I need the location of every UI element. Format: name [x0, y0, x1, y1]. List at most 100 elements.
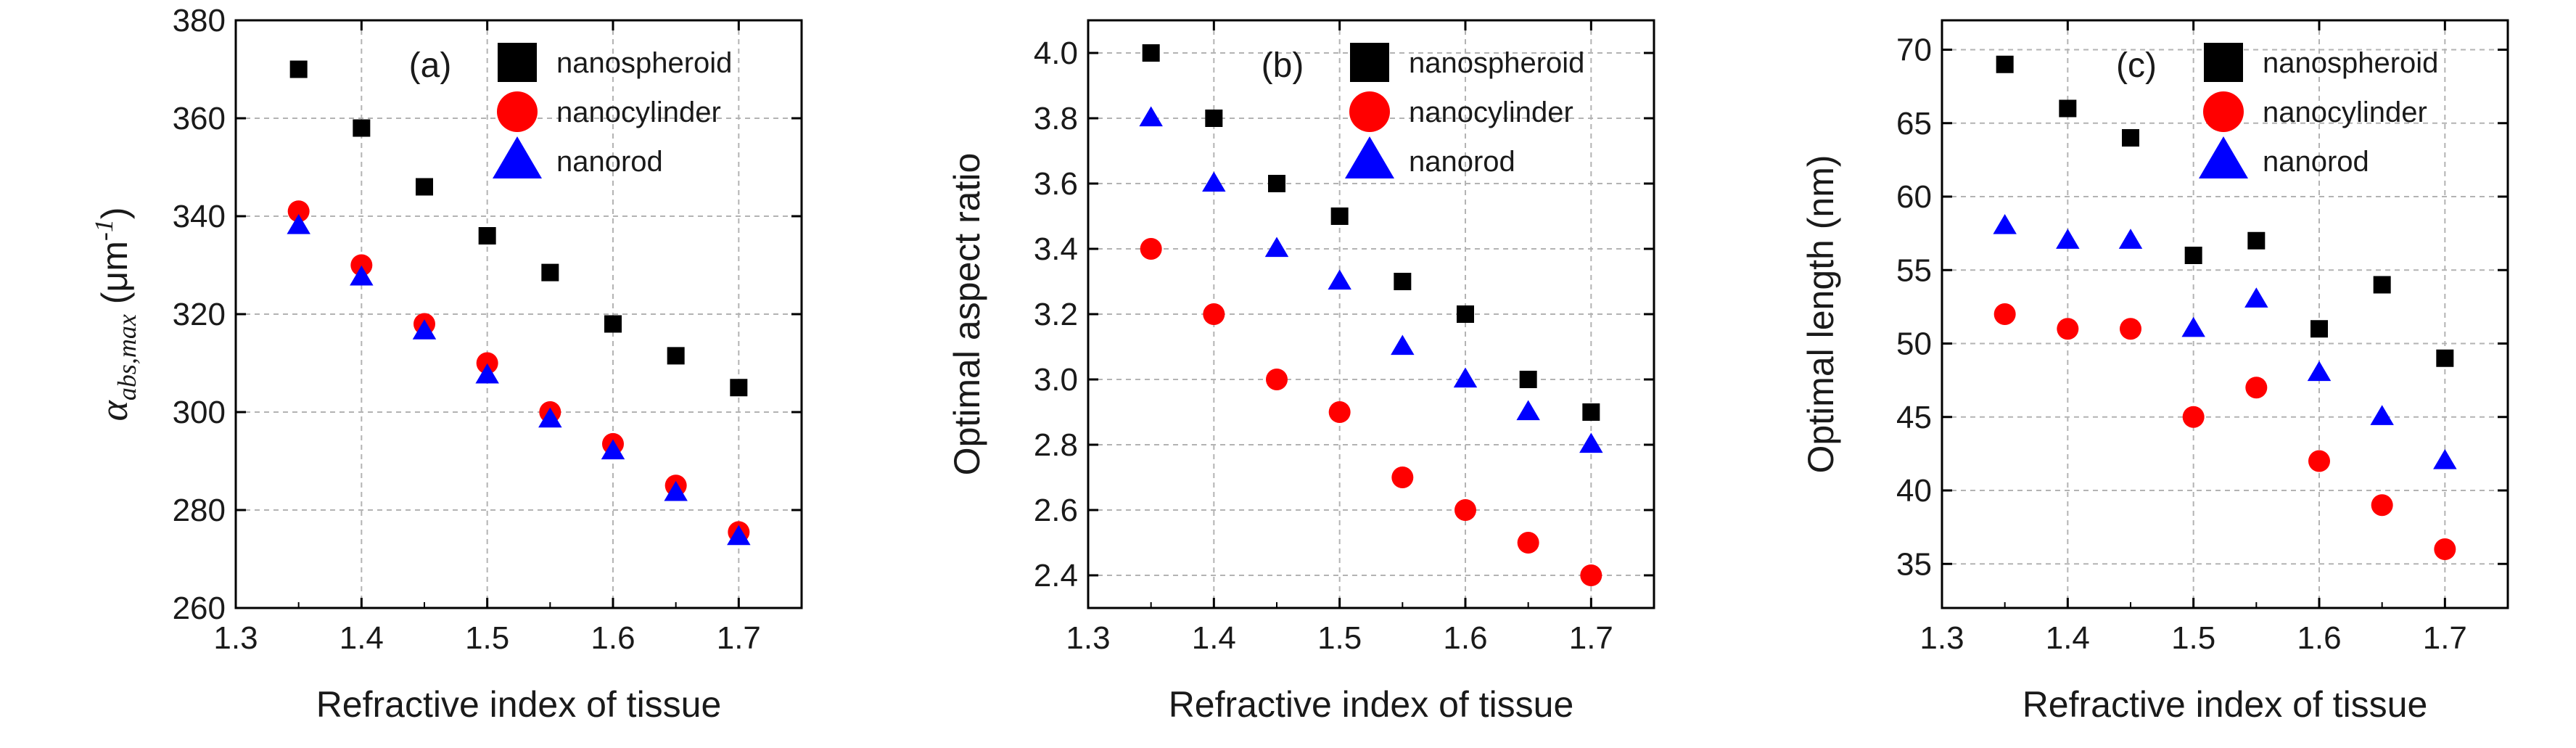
data-point-nanospheroid [1330, 207, 1349, 225]
legend-item-nanocylinder: nanocylinder [2203, 91, 2427, 132]
y-tick-label: 2.4 [1034, 558, 1078, 593]
data-point-nanorod [2307, 361, 2332, 382]
legend-label-nanocylinder: nanocylinder [556, 96, 721, 128]
y-tick-label: 300 [173, 395, 226, 430]
series-nanospheroid [289, 60, 748, 397]
data-point-nanospheroid [1205, 110, 1223, 127]
x-tick-label: 1.7 [1569, 620, 1613, 656]
legend-item-nanorod: nanorod [2199, 136, 2369, 178]
data-point-nanospheroid [1582, 403, 1600, 421]
y-tick-label: 35 [1896, 546, 1932, 582]
legend-item-nanospheroid: nanospheroid [498, 43, 732, 82]
legend-label-nanorod: nanorod [556, 146, 663, 178]
legend-marker-nanocylinder [497, 91, 538, 132]
x-tick-label: 1.6 [590, 620, 635, 656]
x-axis-title: Refractive index of tissue [1169, 684, 1574, 725]
legend-label-nanorod: nanorod [1409, 146, 1515, 178]
data-point-nanospheroid [1142, 44, 1160, 62]
data-point-nanorod [1264, 237, 1289, 258]
gridlines [236, 20, 802, 608]
legend-marker-nanorod [2199, 136, 2248, 178]
data-point-nanocylinder [2120, 318, 2141, 340]
x-tick-label: 1.4 [1192, 620, 1236, 656]
y-tick-label: 2.8 [1034, 427, 1078, 463]
y-tick-label: 340 [173, 199, 226, 234]
y-tick-label: 70 [1896, 33, 1932, 68]
data-point-nanocylinder [2057, 318, 2079, 340]
legend-label-nanocylinder: nanocylinder [1409, 96, 1573, 128]
x-tick-label: 1.7 [717, 620, 761, 656]
panel-label: (c) [2116, 46, 2157, 85]
x-tick-label: 1.5 [1317, 620, 1362, 656]
panel-label: (b) [1262, 46, 1304, 85]
y-axis-subscript: abs,max [112, 314, 141, 400]
y-tick-label: 2.6 [1034, 493, 1078, 528]
legend-item-nanospheroid: nanospheroid [2204, 43, 2438, 82]
series-nanocylinder [1140, 238, 1602, 586]
data-point-nanorod [2244, 287, 2268, 308]
data-point-nanorod [1579, 432, 1603, 453]
data-point-nanorod [2181, 316, 2205, 337]
data-point-nanorod [287, 214, 310, 234]
data-point-nanocylinder [1203, 303, 1225, 325]
data-point-nanorod [538, 407, 562, 428]
x-tick-label: 1.7 [2423, 620, 2467, 656]
chart-panel-c: 1.3 1.4 1.5 1.6 1.7 35 40 45 50 55 60 65 70 Refractiv… [1801, 19, 2509, 725]
series-nanorod [1993, 214, 2457, 469]
y-tick-label: 45 [1896, 400, 1932, 435]
data-point-nanospheroid [1519, 371, 1537, 388]
data-point-nanospheroid [2310, 320, 2328, 338]
legend-marker-nanorod [1345, 136, 1394, 178]
data-point-nanospheroid [2059, 99, 2077, 118]
data-point-nanocylinder [2434, 538, 2456, 560]
data-point-nanocylinder [2371, 494, 2393, 517]
data-point-nanorod [2370, 405, 2394, 425]
data-point-nanorod [601, 439, 625, 460]
data-point-nanocylinder [2182, 406, 2205, 428]
legend-marker-nanospheroid [2204, 43, 2243, 82]
data-point-nanospheroid [604, 315, 622, 333]
data-point-nanospheroid [1457, 305, 1474, 323]
legend-item-nanospheroid: nanospheroid [1350, 43, 1584, 82]
legend-label-nanospheroid: nanospheroid [2263, 47, 2438, 79]
data-point-nanorod [1391, 334, 1415, 355]
legend-label-nanocylinder: nanocylinder [2263, 96, 2427, 128]
legend-marker-nanocylinder [1349, 91, 1390, 132]
y-tick-label: 260 [173, 591, 226, 626]
y-tick-label: 65 [1896, 106, 1932, 141]
y-tick-label: 60 [1896, 179, 1932, 215]
legend: nanospheroid nanocylinder nanorod [2199, 43, 2438, 178]
data-point-nanorod [1453, 367, 1478, 388]
data-point-nanospheroid [541, 263, 559, 281]
data-point-nanorod [664, 480, 688, 501]
data-point-nanocylinder [350, 254, 373, 276]
data-point-nanocylinder [2308, 450, 2330, 472]
data-point-nanocylinder [1517, 532, 1539, 554]
x-tick-label: 1.6 [1443, 620, 1487, 656]
series-nanocylinder [1993, 303, 2456, 560]
chart-panel-a: 1.3 1.4 1.5 1.6 1.7 260 280 300 320 340 360 380 Refr… [89, 3, 803, 725]
x-tick-label: 1.3 [213, 620, 258, 656]
y-tick-label: 3.0 [1034, 362, 1078, 398]
y-tick-label: 360 [173, 101, 226, 136]
x-tick-label: 1.5 [2171, 620, 2215, 656]
y-tick-label: 50 [1896, 326, 1932, 362]
x-axis-title: Refractive index of tissue [2022, 684, 2428, 725]
legend-marker-nanospheroid [498, 43, 537, 82]
legend-label-nanorod: nanorod [2263, 146, 2369, 178]
panel-label: (a) [409, 46, 452, 85]
data-point-nanospheroid [353, 119, 371, 137]
gridlines [1942, 20, 2508, 608]
y-tick-label: 320 [173, 297, 226, 332]
data-point-nanospheroid [1268, 175, 1285, 192]
data-point-nanocylinder [1454, 499, 1476, 521]
y-axis-unit-suffix: ) [94, 207, 135, 219]
x-tick-label: 1.4 [2046, 620, 2090, 656]
series-nanorod [1139, 106, 1603, 453]
y-axis-symbol: α [92, 400, 136, 422]
y-tick-label: 40 [1896, 473, 1932, 509]
series-nanorod [287, 214, 751, 546]
legend-item-nanorod: nanorod [1345, 136, 1515, 178]
x-tick-label: 1.6 [2297, 620, 2341, 656]
